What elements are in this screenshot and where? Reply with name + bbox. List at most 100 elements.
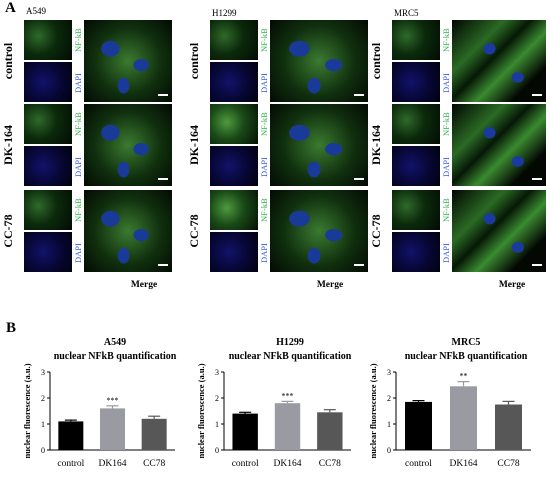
dapi-label: DAPI — [73, 243, 83, 263]
dapi-label: DAPI — [441, 243, 451, 263]
y-tick-label: 1 — [215, 420, 219, 429]
bar — [450, 386, 477, 450]
row-label: CC-78 — [187, 214, 201, 248]
scale-bar — [532, 94, 542, 96]
scale-bar — [158, 178, 168, 180]
category-label: control — [405, 459, 432, 469]
scale-bar — [354, 94, 364, 96]
dapi-label: DAPI — [441, 157, 451, 177]
dapi-label: DAPI — [441, 73, 451, 93]
scale-bar — [354, 178, 364, 180]
category-label: DK164 — [99, 459, 127, 469]
scale-bar — [158, 264, 168, 266]
y-tick-label: 3 — [387, 368, 391, 377]
bar-chart: A549 nuclear NFkB quantification nuclear f… — [22, 337, 177, 469]
chart-title: MRC5 — [452, 337, 481, 348]
nfkb-tile — [392, 104, 440, 144]
bar — [100, 408, 125, 450]
y-tick-label: 3 — [215, 368, 219, 377]
merge-tile — [452, 190, 546, 272]
y-tick-label: 3 — [41, 368, 45, 377]
scale-bar — [532, 264, 542, 266]
nfkb-tile — [24, 104, 72, 144]
dapi-tile — [392, 146, 440, 186]
chart-subtitle: nuclear NFkB quantification — [54, 351, 177, 362]
nfkb-label: NF-kB — [441, 198, 451, 222]
nfkb-label: NF-kB — [441, 28, 451, 52]
merge-label: Merge — [316, 280, 344, 290]
y-tick-label: 0 — [41, 446, 45, 455]
dapi-label: DAPI — [73, 73, 83, 93]
row-label: DK-164 — [187, 125, 201, 165]
y-axis-label: nuclear fluorescence (a.u.) — [368, 363, 378, 458]
row-label: DK-164 — [369, 125, 383, 165]
category-label: CC78 — [497, 459, 519, 469]
nfkb-tile — [210, 20, 258, 60]
merge-tile — [84, 104, 172, 186]
y-tick-label: 2 — [41, 394, 45, 403]
merge-label: Merge — [130, 280, 158, 290]
dapi-label: DAPI — [73, 157, 83, 177]
merge-tile — [452, 104, 546, 186]
merge-tile — [270, 104, 368, 186]
row-label: CC-78 — [1, 214, 15, 248]
dapi-tile — [392, 62, 440, 102]
row-label: CC-78 — [369, 214, 383, 248]
nfkb-tile — [210, 104, 258, 144]
nfkb-label: NF-kB — [73, 112, 83, 136]
significance-label: *** — [107, 396, 119, 405]
bar — [141, 418, 167, 450]
bar — [495, 404, 522, 450]
y-tick-label: 1 — [41, 420, 45, 429]
row-label: DK-164 — [1, 125, 15, 165]
dapi-tile — [210, 146, 258, 186]
nfkb-label: NF-kB — [73, 28, 83, 52]
dapi-tile — [24, 146, 72, 186]
category-label: CC78 — [319, 459, 341, 469]
nfkb-label: NF-kB — [259, 198, 269, 222]
dapi-tile — [24, 62, 72, 102]
chart-subtitle: nuclear NFkB quantification — [229, 351, 352, 362]
scale-bar — [158, 94, 168, 96]
nfkb-label: NF-kB — [441, 112, 451, 136]
bar — [58, 421, 84, 450]
chart-title: H1299 — [276, 337, 304, 348]
panel-a-letter: A — [5, 0, 16, 16]
scale-bar — [354, 264, 364, 266]
category-label: CC78 — [143, 459, 165, 469]
y-tick-label: 0 — [215, 446, 219, 455]
bar — [274, 403, 301, 450]
nfkb-label: NF-kB — [73, 198, 83, 222]
y-tick-label: 1 — [387, 420, 391, 429]
chart-subtitle: nuclear NFkB quantification — [405, 351, 528, 362]
y-axis-label: nuclear fluorescence (a.u.) — [22, 363, 32, 458]
nfkb-tile — [392, 190, 440, 230]
bar-chart: H1299 nuclear NFkB quantification nuclear … — [196, 337, 352, 469]
dapi-tile — [24, 232, 72, 272]
merge-label: Merge — [498, 280, 526, 290]
column-title: A549 — [26, 6, 46, 16]
bar-chart: MRC5 nuclear NFkB quantification nuclear f… — [368, 337, 531, 469]
bar — [232, 413, 258, 450]
row-label: control — [1, 42, 15, 80]
nfkb-tile — [24, 20, 72, 60]
scale-bar — [532, 178, 542, 180]
nfkb-tile — [210, 190, 258, 230]
y-axis-label: nuclear fluorescence (a.u.) — [196, 363, 206, 458]
merge-tile — [270, 20, 368, 102]
panel-b-letter: B — [6, 320, 17, 336]
column-title: H1299 — [212, 8, 237, 18]
dapi-label: DAPI — [259, 157, 269, 177]
dapi-tile — [392, 232, 440, 272]
significance-label: ** — [460, 372, 468, 381]
nfkb-label: NF-kB — [259, 28, 269, 52]
category-label: control — [57, 459, 84, 469]
dapi-label: DAPI — [259, 243, 269, 263]
column-title: MRC5 — [394, 8, 419, 18]
bar — [405, 401, 432, 450]
y-tick-label: 2 — [387, 394, 391, 403]
significance-label: *** — [282, 391, 294, 400]
category-label: control — [232, 459, 259, 469]
dapi-label: DAPI — [259, 73, 269, 93]
y-tick-label: 2 — [215, 394, 219, 403]
